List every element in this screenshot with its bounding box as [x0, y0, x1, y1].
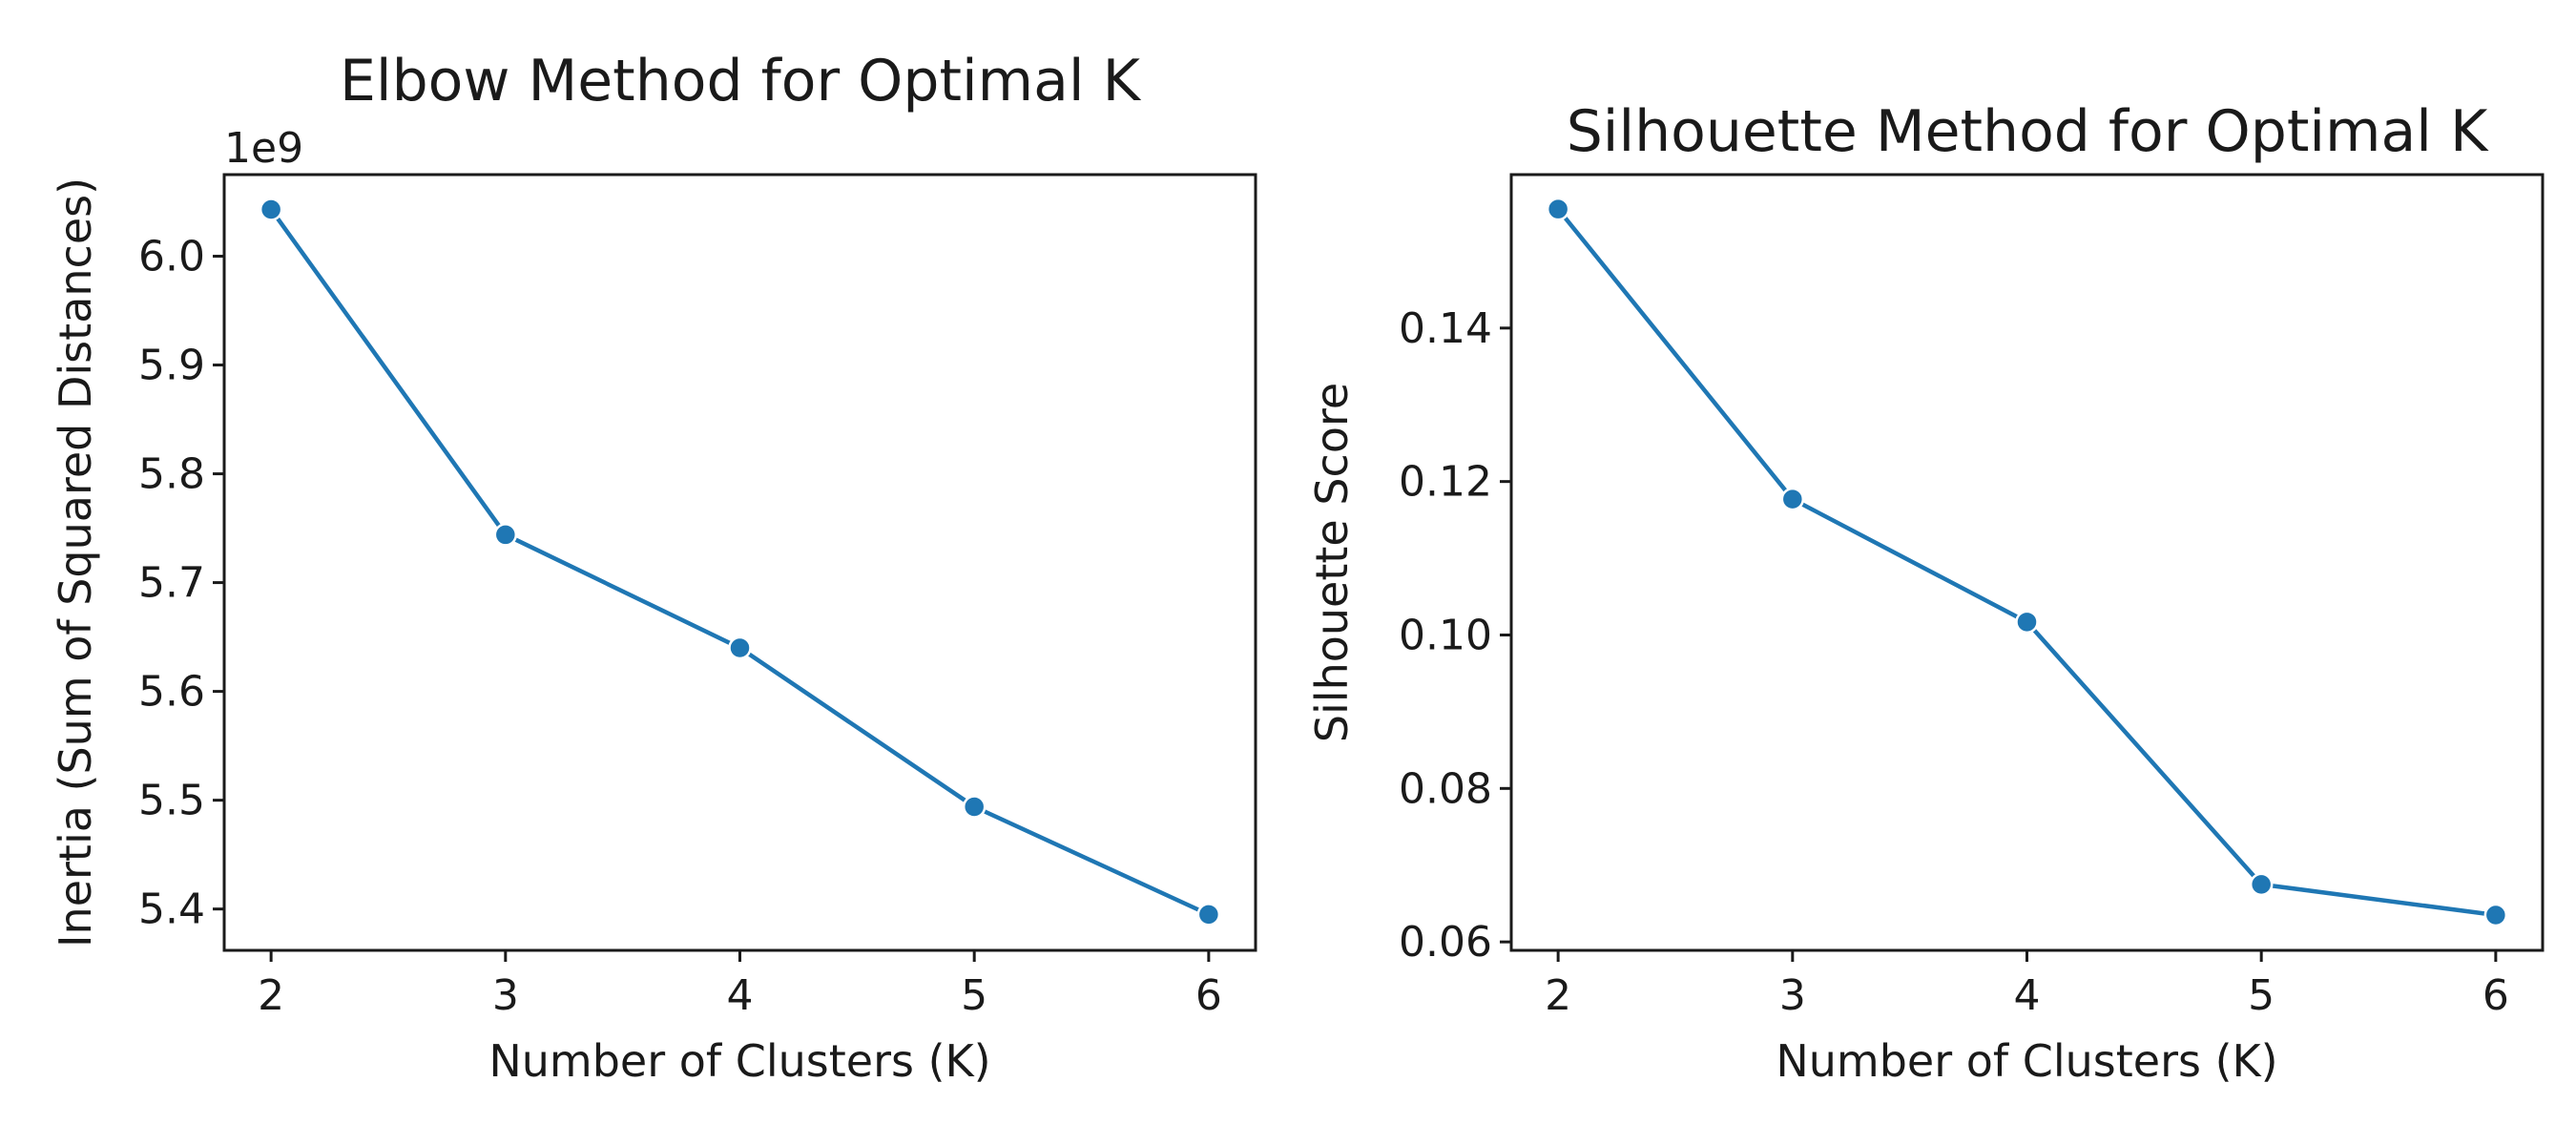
x-tick-label: 5 [2248, 971, 2275, 1020]
x-tick-label: 3 [492, 971, 519, 1020]
y-tick-label: 0.12 [1399, 458, 1492, 507]
x-tick-label: 3 [1779, 971, 1806, 1020]
y-tick-label: 6.0 [138, 233, 205, 281]
y-axis-label: Inertia (Sum of Squared Distances) [50, 177, 101, 947]
y-tick-label: 5.5 [138, 777, 205, 825]
series-line [1556, 207, 2497, 918]
x-axis-label: Number of Clusters (K) [488, 1035, 990, 1087]
series-line [269, 208, 1210, 917]
x-tick-label: 2 [1545, 971, 1571, 1020]
elbow-chart: Elbow Method for Optimal K 2 3 4 5 6 5.4 5.5 5.6… [50, 48, 1257, 1087]
x-tick-label: 6 [2483, 971, 2509, 1020]
y-tick-label: 5.4 [138, 885, 205, 934]
y-tick-label: 5.7 [138, 559, 205, 608]
silhouette-chart: Silhouette Method for Optimal K 2 3 4 5 6 0.06… [1306, 98, 2545, 1087]
x-tick-label: 5 [961, 971, 987, 1020]
x-tick-label: 4 [2014, 971, 2041, 1020]
data-point [1546, 197, 1570, 221]
y-offset-label: 1e9 [224, 124, 303, 173]
chart-title: Silhouette Method for Optimal K [1567, 98, 2489, 165]
x-tick-label: 4 [727, 971, 754, 1020]
data-point [1196, 903, 1221, 926]
chart-title: Elbow Method for Optimal K [340, 48, 1142, 114]
plot-frame [1509, 173, 2545, 952]
data-point [493, 523, 518, 547]
x-tick-label: 2 [258, 971, 284, 1020]
y-tick-label: 0.06 [1399, 918, 1492, 967]
y-tick-label: 5.6 [138, 668, 205, 717]
data-point [2015, 610, 2039, 635]
data-point [728, 635, 752, 660]
data-point [962, 795, 987, 819]
plot-frame [222, 173, 1257, 952]
y-tick-label: 0.08 [1399, 764, 1492, 813]
data-point [259, 198, 283, 221]
x-axis-label: Number of Clusters (K) [1776, 1035, 2277, 1087]
x-tick-label: 6 [1195, 971, 1222, 1020]
y-tick-label: 0.10 [1399, 611, 1492, 659]
data-point [2249, 872, 2274, 897]
y-tick-label: 0.14 [1399, 304, 1492, 353]
y-axis-label: Silhouette Score [1306, 383, 1358, 742]
data-point [1780, 487, 1805, 511]
y-tick-label: 5.8 [138, 450, 205, 499]
data-point [2483, 903, 2508, 927]
y-tick-label: 5.9 [138, 342, 205, 390]
